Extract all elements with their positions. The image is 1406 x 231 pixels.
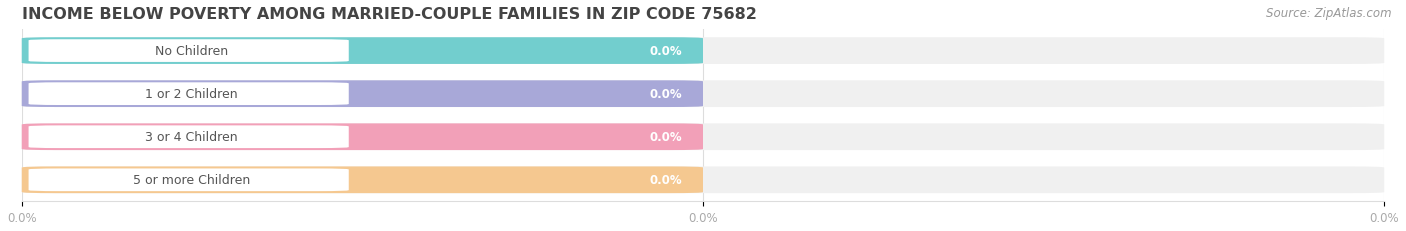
Text: Source: ZipAtlas.com: Source: ZipAtlas.com bbox=[1267, 7, 1392, 20]
Text: 0.0%: 0.0% bbox=[650, 173, 682, 186]
FancyBboxPatch shape bbox=[28, 40, 349, 63]
FancyBboxPatch shape bbox=[28, 126, 349, 149]
Text: 0.0%: 0.0% bbox=[650, 45, 682, 58]
Text: 0.0%: 0.0% bbox=[650, 88, 682, 101]
FancyBboxPatch shape bbox=[28, 83, 349, 106]
Text: INCOME BELOW POVERTY AMONG MARRIED-COUPLE FAMILIES IN ZIP CODE 75682: INCOME BELOW POVERTY AMONG MARRIED-COUPL… bbox=[21, 7, 756, 22]
FancyBboxPatch shape bbox=[21, 38, 1385, 65]
FancyBboxPatch shape bbox=[21, 38, 703, 65]
FancyBboxPatch shape bbox=[21, 124, 703, 150]
FancyBboxPatch shape bbox=[21, 167, 703, 193]
Text: No Children: No Children bbox=[155, 45, 228, 58]
FancyBboxPatch shape bbox=[21, 81, 1385, 108]
Text: 1 or 2 Children: 1 or 2 Children bbox=[145, 88, 238, 101]
Text: 0.0%: 0.0% bbox=[650, 131, 682, 144]
FancyBboxPatch shape bbox=[21, 81, 703, 108]
FancyBboxPatch shape bbox=[28, 169, 349, 191]
Text: 3 or 4 Children: 3 or 4 Children bbox=[145, 131, 238, 144]
FancyBboxPatch shape bbox=[21, 124, 1385, 150]
FancyBboxPatch shape bbox=[21, 167, 1385, 193]
Text: 5 or more Children: 5 or more Children bbox=[132, 173, 250, 186]
